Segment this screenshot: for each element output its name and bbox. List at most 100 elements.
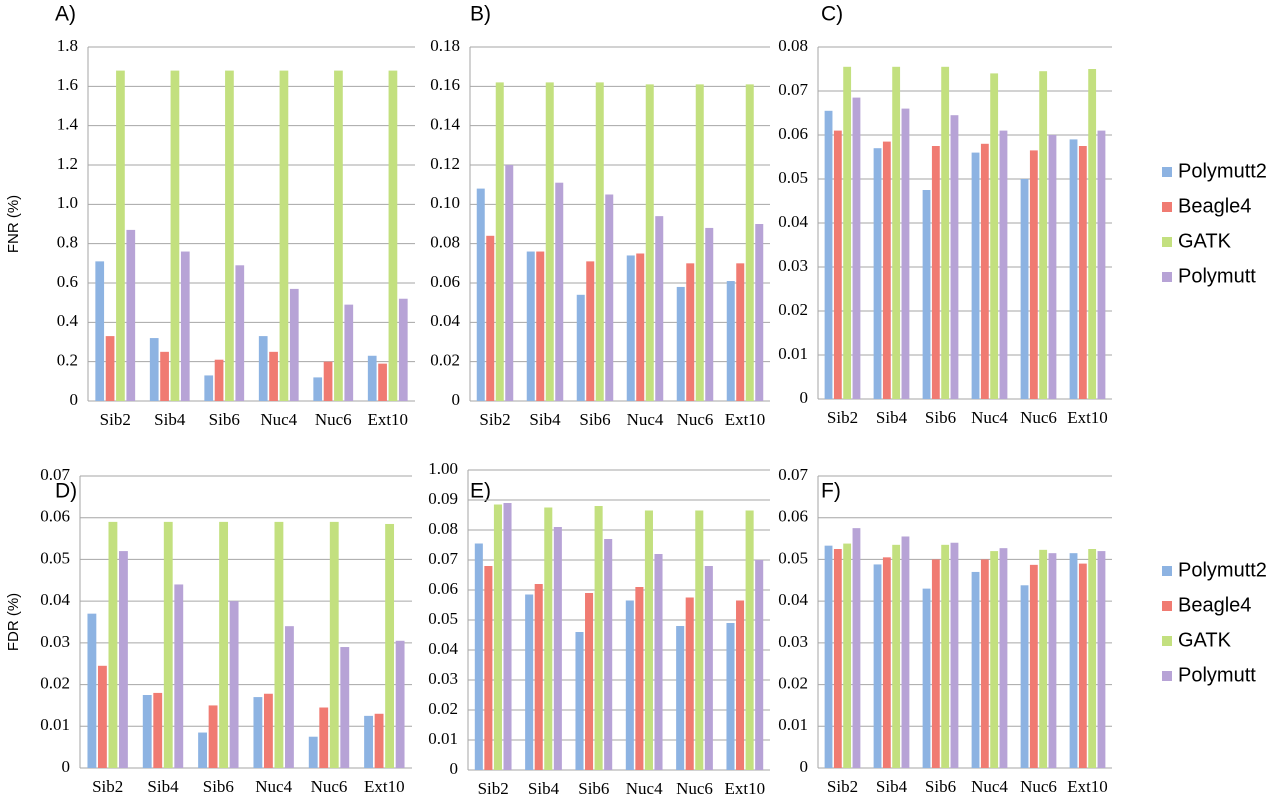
x-tick-label: Ext10 <box>725 779 766 798</box>
bar <box>1078 563 1087 768</box>
y-tick-label: 0.06 <box>40 507 70 526</box>
bar <box>833 549 842 768</box>
bar <box>971 152 980 399</box>
y-tick-label: 0.08 <box>430 233 460 252</box>
panel-title: B) <box>470 3 491 26</box>
bar <box>726 623 735 770</box>
panel: F) 0 0.01 0.02 0.03 0.04 0.05 0.06 0.07 Sib2 Sib4 S… <box>778 465 1266 796</box>
y-tick-label: 0 <box>450 759 459 778</box>
legend-label: Beagle4 <box>1178 195 1251 217</box>
bar <box>503 503 512 770</box>
bar <box>1069 139 1078 399</box>
y-tick-label: 0 <box>62 757 71 776</box>
bar <box>685 597 694 770</box>
y-tick-label: 0 <box>70 390 79 409</box>
y-tick-label: 0.02 <box>430 351 460 370</box>
bar <box>655 216 664 401</box>
x-tick-label: Ext10 <box>367 410 408 429</box>
legend-label: Beagle4 <box>1178 594 1251 616</box>
bar <box>833 130 842 399</box>
x-tick-label: Ext10 <box>364 777 405 796</box>
x-tick-label: Sib6 <box>579 410 610 429</box>
x-tick-label: Sib4 <box>876 777 908 796</box>
bar <box>931 146 940 399</box>
bar <box>950 115 959 399</box>
bar <box>495 82 504 402</box>
bar <box>843 543 852 768</box>
bar <box>755 224 764 401</box>
bar <box>922 588 931 768</box>
y-tick-label: 0.03 <box>778 256 808 275</box>
bar <box>901 108 910 399</box>
y-tick-label: 0.07 <box>778 80 808 99</box>
bar <box>676 626 685 770</box>
y-axis-label: FDR (%) <box>5 593 22 651</box>
bar <box>119 551 128 768</box>
x-tick-label: Sib2 <box>100 410 131 429</box>
bar <box>108 521 118 768</box>
y-tick-label: 0.02 <box>40 673 70 692</box>
bar <box>235 265 245 401</box>
bar <box>999 130 1008 399</box>
y-tick-label: 0.03 <box>40 632 70 651</box>
bar <box>474 543 483 770</box>
bar <box>344 304 354 401</box>
bar <box>87 613 97 768</box>
bar <box>388 70 398 401</box>
panel: A) FNR (%) 0 0.2 0.4 0.6 0.8 1.0 1.2 1.4 1.6 1.8 Sib… <box>5 3 415 429</box>
x-tick-label: Sib4 <box>876 408 908 427</box>
x-tick-label: Ext10 <box>725 410 766 429</box>
y-tick-label: 0.09 <box>428 489 458 508</box>
bar <box>526 251 535 401</box>
bar <box>882 141 891 399</box>
bar <box>142 695 152 768</box>
bar <box>1097 551 1106 768</box>
bar <box>544 507 553 770</box>
bar <box>476 188 485 401</box>
bar <box>901 536 910 768</box>
y-tick-label: 0.07 <box>40 465 70 484</box>
panel: E) 0 0.01 0.02 0.03 0.04 0.05 0.06 0.07 0.08 0.09 1… <box>428 459 770 798</box>
y-tick-label: 0.07 <box>428 549 458 568</box>
bar <box>726 281 735 401</box>
bar <box>843 66 852 400</box>
y-tick-label: 1.4 <box>57 115 79 134</box>
bar <box>695 84 704 401</box>
y-tick-label: 0.01 <box>428 729 458 748</box>
bar <box>605 194 614 401</box>
y-tick-label: 0.10 <box>430 193 460 212</box>
bar <box>755 560 764 770</box>
legend-swatch <box>1162 636 1172 646</box>
bar <box>990 73 999 400</box>
bar <box>695 510 704 770</box>
bar <box>594 506 603 770</box>
y-tick-label: 0.05 <box>778 548 808 567</box>
bar <box>263 693 273 768</box>
bar <box>922 190 931 399</box>
y-axis-label: FNR (%) <box>5 195 22 253</box>
bar <box>882 557 891 768</box>
bar <box>555 182 564 401</box>
bar <box>505 165 514 401</box>
bar <box>745 510 754 770</box>
legend-swatch <box>1162 167 1172 177</box>
y-tick-label: 0 <box>452 390 461 409</box>
bar <box>536 251 545 401</box>
bar <box>385 523 395 768</box>
bar <box>705 227 714 401</box>
bar <box>950 542 959 768</box>
bar <box>704 566 713 770</box>
bar <box>636 253 645 401</box>
x-tick-label: Nuc6 <box>676 779 713 798</box>
bar <box>1088 549 1097 768</box>
bar <box>686 263 695 401</box>
bar <box>545 82 554 402</box>
bar <box>595 82 604 402</box>
bar <box>395 640 405 768</box>
y-tick-label: 0.01 <box>778 715 808 734</box>
y-tick-label: 0 <box>800 757 809 776</box>
panel-title: F) <box>821 480 841 503</box>
y-tick-label: 0.03 <box>428 669 458 688</box>
bar <box>1048 135 1057 399</box>
